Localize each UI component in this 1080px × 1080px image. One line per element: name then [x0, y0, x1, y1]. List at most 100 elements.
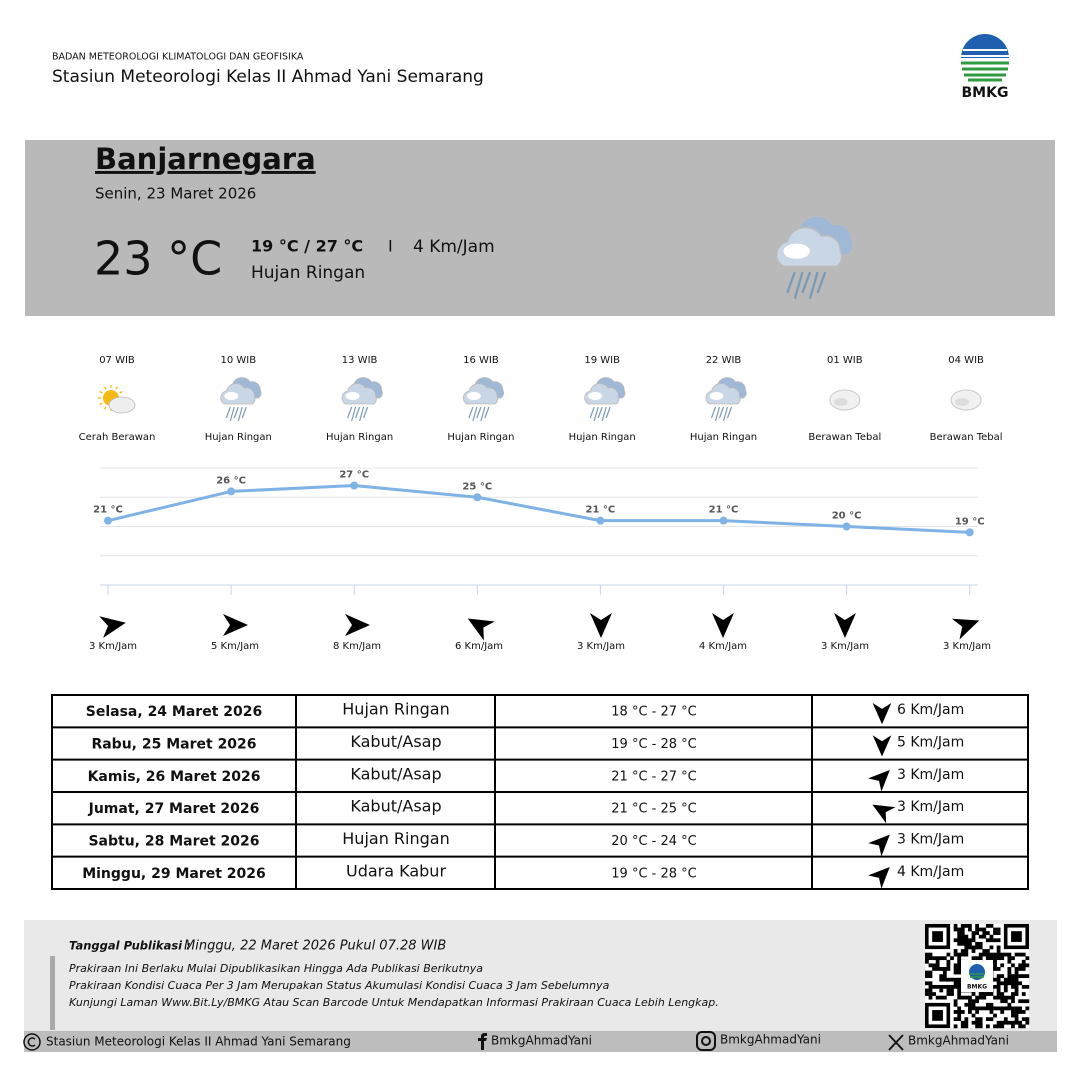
qr-cell: [950, 984, 954, 989]
qr-cell: [1011, 963, 1015, 968]
qr-cell: [996, 945, 1001, 950]
logo-text: BMKG: [962, 85, 1009, 101]
rain-drop: [359, 406, 365, 422]
sun-ray: [99, 402, 103, 406]
qr-cell: [1000, 995, 1005, 1000]
qr-cell: [982, 931, 987, 935]
qr-cell: [982, 992, 987, 996]
qr-cell: [1011, 1020, 1015, 1025]
rain-drop: [801, 271, 812, 294]
temperature-point: [104, 516, 112, 525]
hour-label: 10 WIB: [220, 355, 256, 366]
qr-cell: [993, 956, 997, 961]
qr-cell: [968, 924, 972, 928]
hour-wind: 3 Km/Jam: [821, 641, 869, 652]
x-icon: [888, 1034, 904, 1051]
qr-cell: [960, 924, 965, 928]
hour-label: 04 WIB: [948, 355, 984, 366]
qr-cell: [928, 956, 933, 961]
qr-cell: [946, 952, 951, 957]
qr-cell: [1011, 981, 1015, 986]
qr-cell: [925, 988, 929, 993]
qr-cell: [1025, 1020, 1030, 1025]
qr-cell: [1021, 952, 1026, 957]
daily-condition: Udara Kabur: [346, 861, 446, 880]
weather-icon: [705, 377, 747, 422]
hour-wind: 3 Km/Jam: [577, 641, 625, 652]
qr-cell: [996, 949, 1001, 953]
hour-condition: Hujan Ringan: [326, 432, 393, 443]
qr-cell: [971, 999, 976, 1004]
instagram-icon: [696, 1031, 716, 1051]
wind-arrow: [868, 770, 890, 792]
rain-drop: [722, 406, 729, 422]
sun-ray: [103, 406, 107, 410]
daily-condition: Kabut/Asap: [350, 797, 441, 816]
weather-icon: [584, 377, 626, 422]
qr-cell: [942, 984, 947, 989]
qr-cell: [975, 999, 979, 1004]
qr-cell: [957, 970, 962, 975]
rain-drop: [472, 406, 478, 422]
qr-cell: [993, 963, 997, 968]
hour-condition: Hujan Ringan: [690, 432, 757, 443]
facebook-icon: [478, 1033, 487, 1050]
qr-cell: [964, 924, 969, 928]
daily-temperature: 19 °C - 28 °C: [611, 737, 696, 752]
qr-cell: [1014, 1006, 1019, 1011]
qr-cell: [960, 934, 965, 939]
qr-cell: [1007, 959, 1012, 964]
qr-cell: [1025, 1017, 1030, 1022]
qr-cell: [996, 974, 1001, 978]
qr-cell: [935, 984, 940, 989]
qr-cell: [1003, 995, 1008, 1000]
qr-cell: [1000, 1020, 1005, 1025]
qr-cell: [996, 992, 1001, 996]
wind-arrow: [99, 616, 126, 638]
qr-cell: [925, 956, 929, 961]
daily-date: Selasa, 24 Maret 2026: [86, 704, 262, 720]
qr-cell: [996, 927, 1001, 932]
sun-ray: [119, 390, 123, 394]
rain-drop: [601, 406, 607, 422]
rain-drop: [229, 406, 235, 422]
qr-cell: [1000, 963, 1005, 968]
rain-drop: [233, 406, 239, 419]
daily-wind: 4 Km/Jam: [897, 864, 964, 880]
qr-cell: [928, 981, 933, 986]
qr-cell: [1007, 1006, 1012, 1011]
qr-cell: [1000, 952, 1005, 957]
daily-table: Selasa, 24 Maret 2026 Hujan Ringan 18 °C -…: [51, 694, 1029, 890]
qr-cell: [960, 1010, 965, 1014]
current-wind: 4 Km/Jam: [413, 237, 495, 257]
qr-cell: [1025, 956, 1030, 961]
qr-cell: [1000, 1010, 1005, 1014]
daily-date: Kamis, 26 Maret 2026: [88, 769, 261, 785]
qr-cell: [946, 959, 951, 964]
qr-cell: [978, 995, 983, 1000]
qr-cell: [957, 956, 962, 961]
qr-cell: [978, 941, 983, 946]
weather-icon: [829, 389, 861, 411]
current-condition: Hujan Ringan: [251, 263, 365, 283]
logo: BMKG: [961, 34, 1009, 101]
qr-cell: [993, 938, 997, 943]
weather-icon: [220, 377, 262, 422]
qr-cell: [971, 934, 976, 939]
rain-drop: [237, 406, 243, 422]
hour-wind: 3 Km/Jam: [943, 641, 991, 652]
daily-temperature: 19 °C - 28 °C: [611, 866, 696, 881]
qr-cell: [1021, 984, 1026, 989]
weather-icon: [341, 377, 383, 422]
qr-cell: [1003, 1020, 1008, 1025]
qr-cell: [960, 1024, 965, 1029]
qr-cell: [939, 988, 944, 993]
qr-cell: [932, 963, 936, 968]
qr-cell: [982, 1006, 987, 1011]
qr-cell: [1014, 967, 1019, 971]
rain-drop: [351, 406, 357, 422]
temperature-label: 19 °C: [955, 516, 985, 527]
wind-arrow: [712, 613, 734, 638]
published-date: Minggu, 22 Maret 2026 Pukul 07.28 WIB: [184, 939, 446, 954]
cloud-highlight: [588, 392, 603, 400]
